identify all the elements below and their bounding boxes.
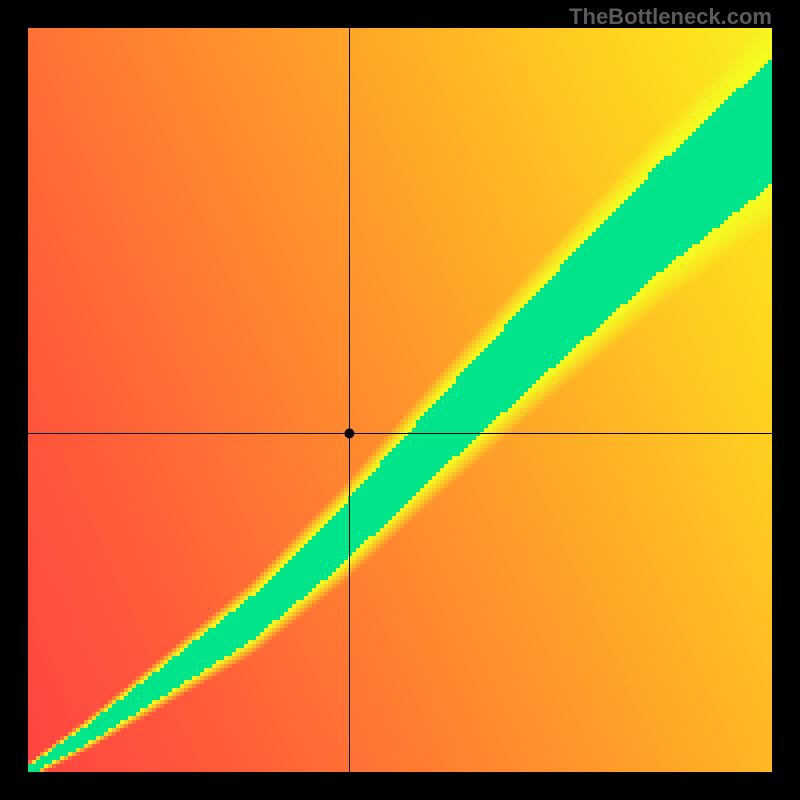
- heatmap-canvas: [0, 0, 800, 800]
- chart-container: TheBottleneck.com: [0, 0, 800, 800]
